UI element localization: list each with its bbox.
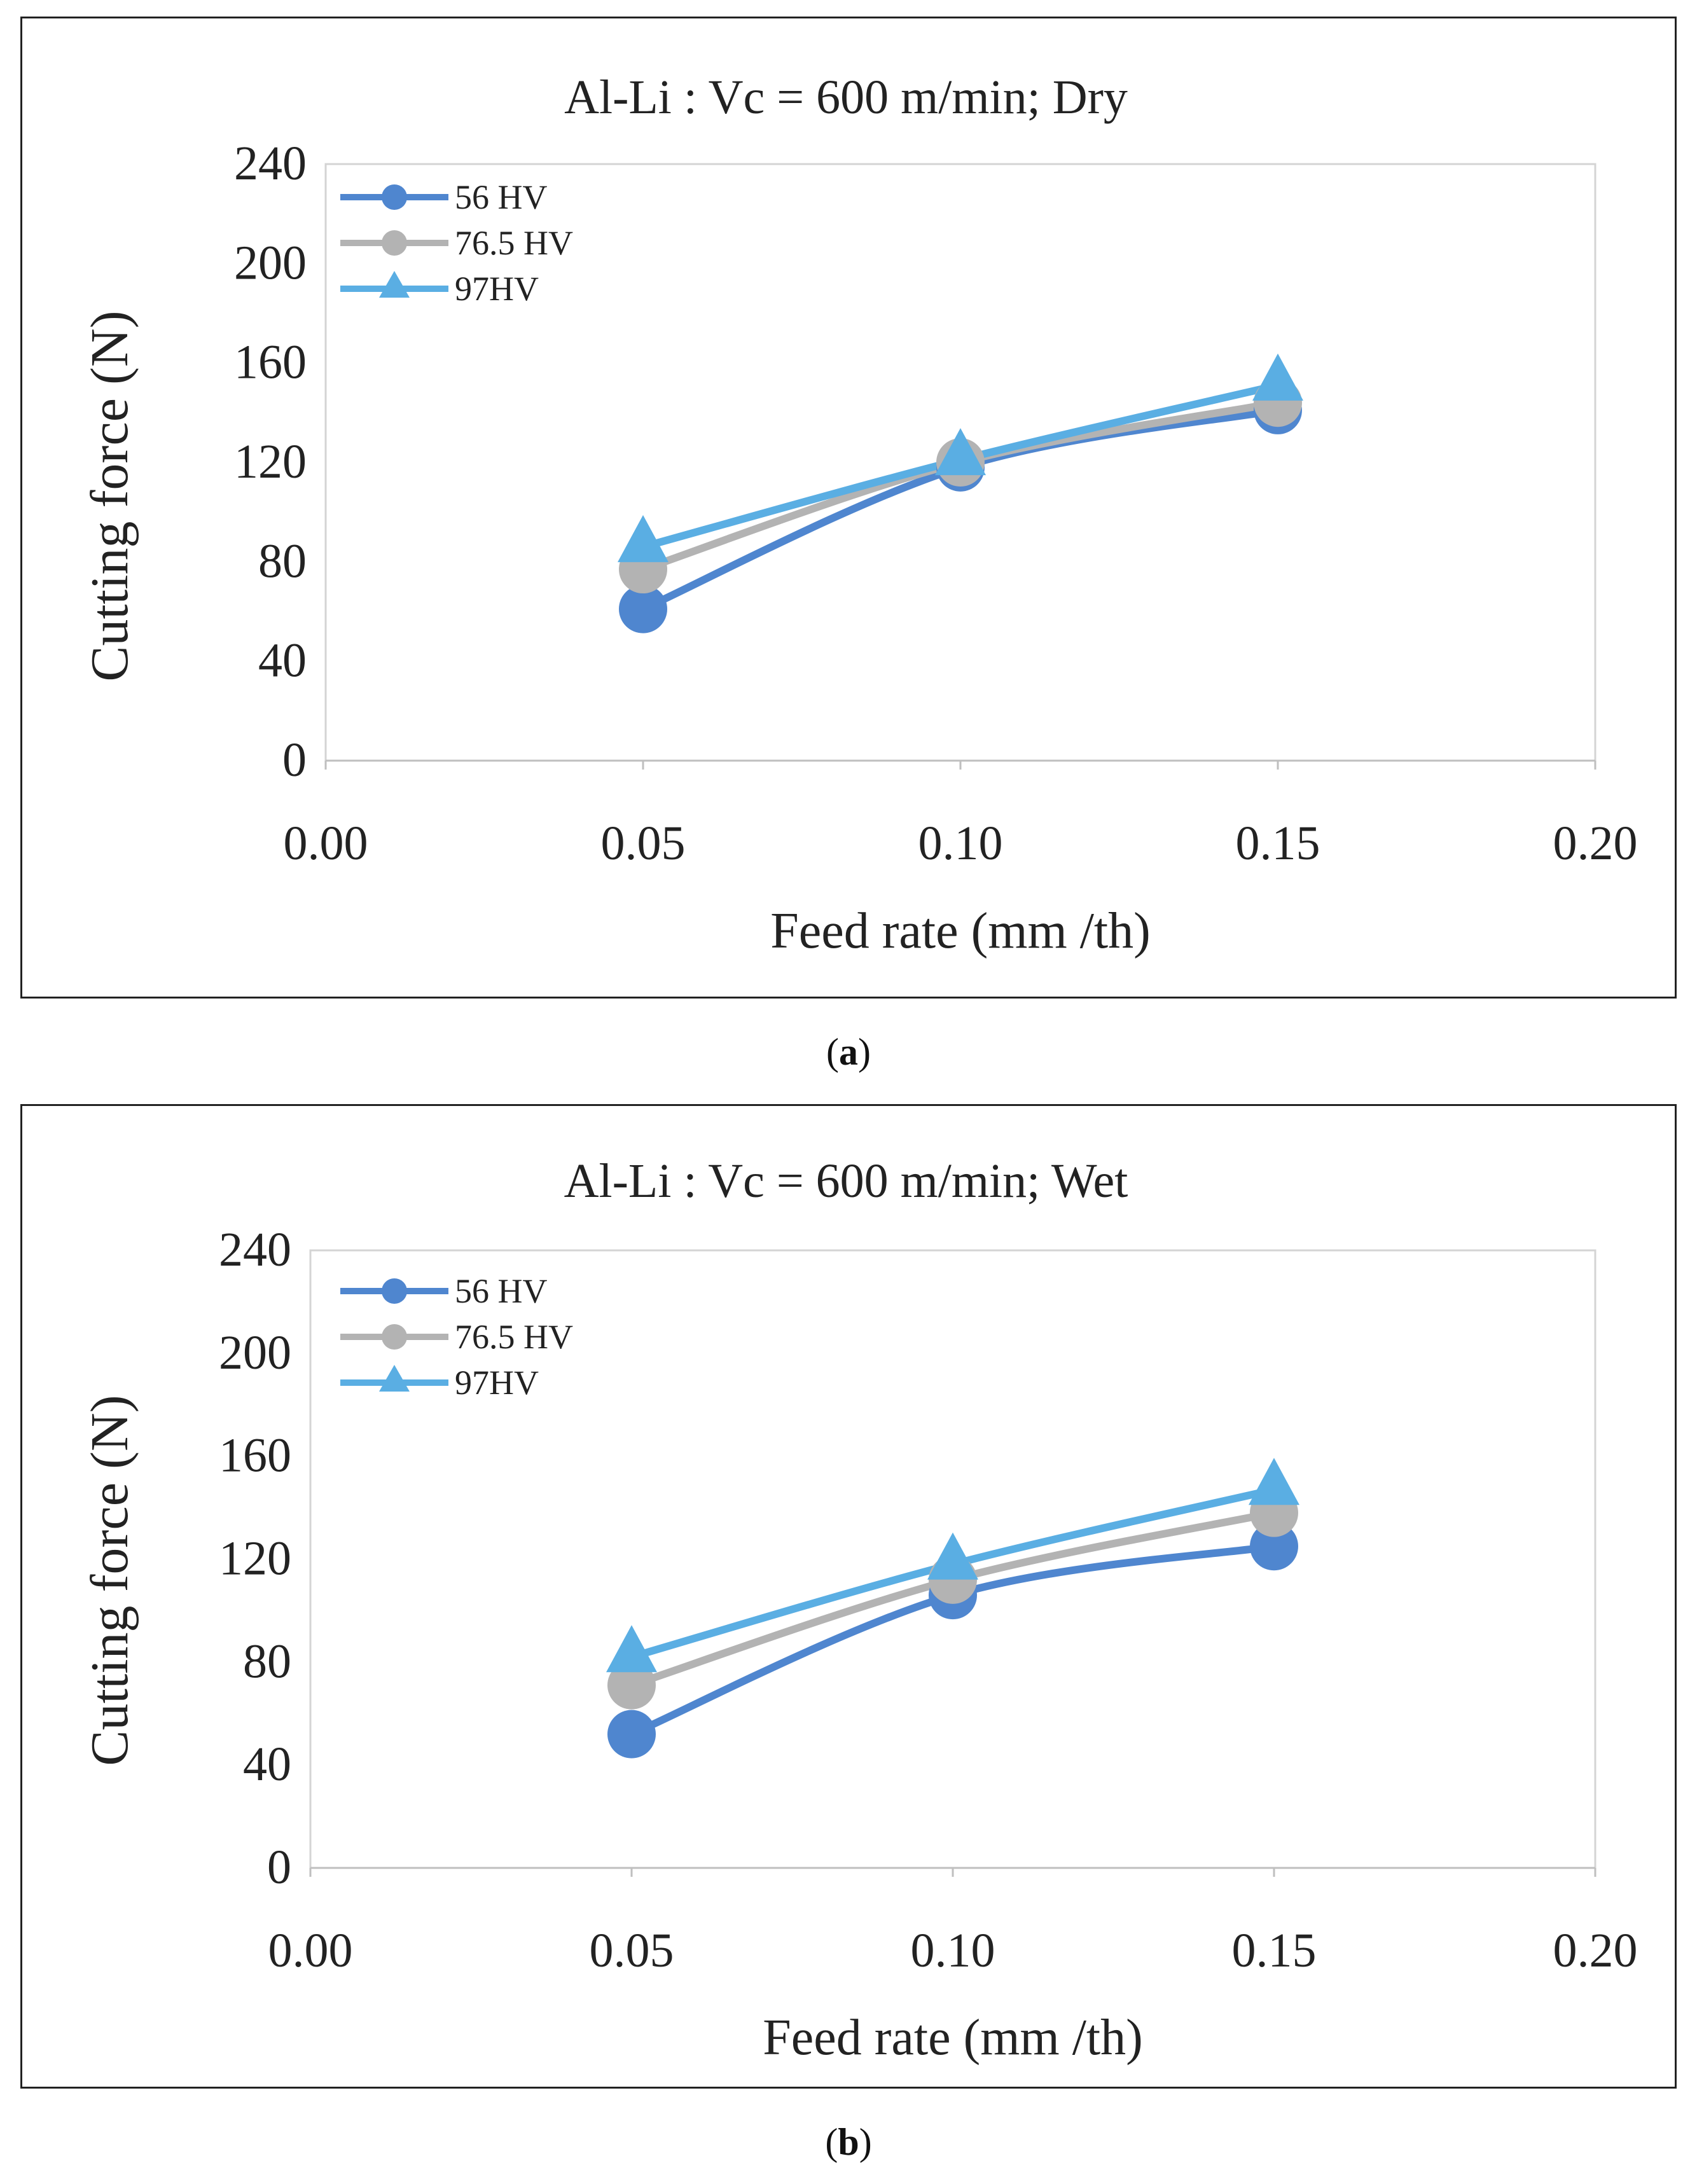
y-tick-label: 120 [219, 1532, 291, 1586]
panel-label-a: a [839, 1031, 858, 1073]
y-tick-label: 240 [234, 137, 307, 190]
chart-a-svg: 0 40 80 120 160 200 240 0.00 0.05 0.10 0.15 0.20 Al-… [80, 71, 1638, 959]
series-group [606, 1458, 1299, 1759]
x-tick-label: 0.15 [1236, 817, 1320, 870]
legend-label-1: 56 HV [455, 1272, 548, 1310]
x-tick-label: 0.05 [590, 1924, 674, 1977]
y-tick-label: 40 [258, 634, 307, 688]
chart-b-svg: 0 40 80 120 160 200 240 0.00 0.05 0.10 0.15 0.20 Al-… [80, 1154, 1638, 2066]
legend-label-3: 97HV [455, 270, 539, 308]
y-tick-label: 160 [234, 336, 307, 389]
y-tick-label: 80 [243, 1635, 291, 1688]
data-point-triangle [927, 1532, 978, 1580]
legend-marker-triangle [379, 1365, 410, 1392]
legend-marker-circle [382, 1278, 407, 1304]
y-axis-title: Cutting force (N) [80, 310, 139, 681]
legend-marker-circle [382, 1324, 407, 1350]
panel-label-b: b [838, 2121, 859, 2163]
x-axis-title: Feed rate (mm /th) [763, 2010, 1143, 2066]
legend-label-2: 76.5 HV [455, 224, 573, 262]
x-tick-label: 0.15 [1232, 1924, 1317, 1977]
data-point-circle [607, 1710, 656, 1759]
x-tick-label: 0.00 [284, 817, 368, 870]
y-tick-label: 120 [234, 435, 307, 488]
x-tick-label: 0.10 [911, 1924, 995, 1977]
panel-caption-a: (a) [826, 1031, 871, 1073]
y-tick-label: 240 [219, 1223, 291, 1276]
data-point-triangle [606, 1625, 657, 1673]
chart-title: Al-Li : Vc = 600 m/min; Wet [564, 1154, 1128, 1208]
x-tick-label: 0.20 [1553, 1924, 1638, 1977]
x-tick-label: 0.00 [268, 1924, 353, 1977]
panel-caption-b: (b) [825, 2121, 872, 2163]
y-tick-label: 160 [219, 1429, 291, 1482]
data-point-circle [1250, 1522, 1298, 1571]
data-point-triangle [618, 515, 668, 562]
legend-label-2: 76.5 HV [455, 1318, 573, 1356]
x-tick-label: 0.20 [1553, 817, 1638, 870]
y-tick-label: 40 [243, 1738, 291, 1791]
legend-label-1: 56 HV [455, 178, 548, 216]
legend-marker-triangle [379, 271, 410, 298]
data-point-triangle [935, 428, 986, 476]
y-tick-label: 0 [282, 733, 307, 787]
data-point-triangle [1249, 1458, 1299, 1505]
y-tick-label: 0 [267, 1841, 291, 1894]
x-axis-title: Feed rate (mm /th) [770, 903, 1151, 959]
y-axis-title: Cutting force (N) [80, 1395, 139, 1766]
chart-title: Al-Li : Vc = 600 m/min; Dry [564, 71, 1128, 124]
x-tick-label: 0.10 [918, 817, 1003, 870]
legend-marker-circle [382, 230, 407, 256]
data-point-circle [607, 1661, 656, 1710]
legend-label-3: 97HV [455, 1364, 539, 1402]
data-point-circle [619, 584, 667, 633]
y-tick-label: 200 [234, 236, 307, 289]
data-point-triangle [1252, 353, 1303, 401]
y-tick-label: 80 [258, 534, 307, 588]
y-tick-label: 200 [219, 1326, 291, 1379]
series-group [618, 353, 1303, 633]
x-tick-label: 0.05 [601, 817, 686, 870]
legend-marker-circle [382, 184, 407, 210]
